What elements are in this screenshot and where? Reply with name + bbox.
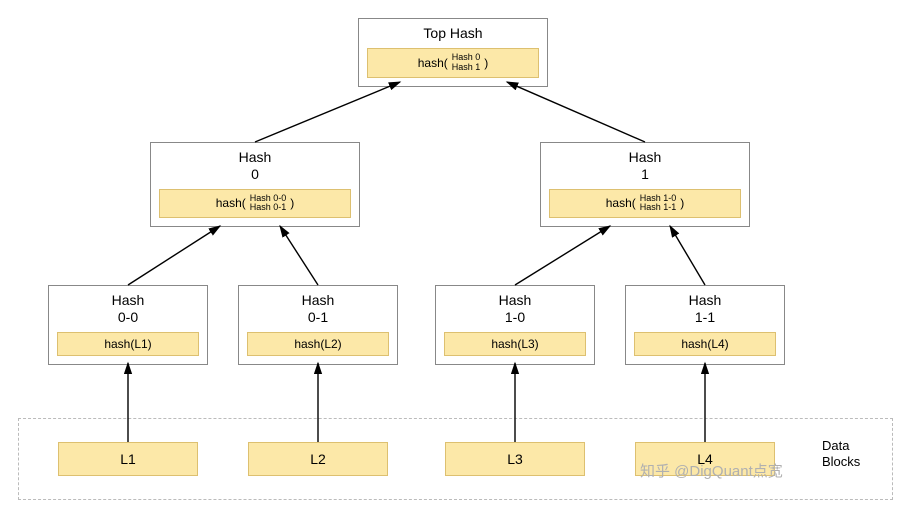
data-blocks-label: Data Blocks [822, 438, 860, 469]
node-top-hash: Top Hash hash( Hash 0 Hash 1 ) [358, 18, 548, 87]
hash-expr: hash( Hash 0 Hash 1 ) [367, 48, 539, 78]
hash-expr: hash(L2) [247, 332, 389, 356]
node-title: Hash 1-0 [444, 292, 586, 326]
node-title: Hash 0 [159, 149, 351, 183]
hash-fn: hash( [418, 56, 448, 70]
leaf-l1: L1 [58, 442, 198, 476]
edge-arrow [280, 226, 318, 285]
node-hash-1: Hash 1 hash( Hash 1-0 Hash 1-1 ) [540, 142, 750, 227]
leaf-l2: L2 [248, 442, 388, 476]
node-hash-0-1: Hash 0-1 hash(L2) [238, 285, 398, 365]
hash-expr: hash(L3) [444, 332, 586, 356]
hash-expr: hash(L4) [634, 332, 776, 356]
edge-arrow [507, 82, 645, 142]
edge-arrow [515, 226, 610, 285]
node-hash-1-0: Hash 1-0 hash(L3) [435, 285, 595, 365]
node-title: Hash 1-1 [634, 292, 776, 326]
node-title: Top Hash [367, 25, 539, 42]
edge-arrow [255, 82, 400, 142]
node-hash-1-1: Hash 1-1 hash(L4) [625, 285, 785, 365]
hash-args: Hash 0 Hash 1 [452, 53, 481, 73]
node-hash-0-0: Hash 0-0 hash(L1) [48, 285, 208, 365]
edge-arrow [128, 226, 220, 285]
edge-arrow [670, 226, 705, 285]
hash-expr: hash( Hash 0-0 Hash 0-1 ) [159, 189, 351, 219]
node-title: Hash 1 [549, 149, 741, 183]
hash-close: ) [484, 56, 488, 70]
node-title: Hash 0-1 [247, 292, 389, 326]
node-title: Hash 0-0 [57, 292, 199, 326]
hash-expr: hash(L1) [57, 332, 199, 356]
node-hash-0: Hash 0 hash( Hash 0-0 Hash 0-1 ) [150, 142, 360, 227]
leaf-l3: L3 [445, 442, 585, 476]
watermark: 知乎 @DigQuant点宽 [640, 460, 783, 481]
hash-expr: hash( Hash 1-0 Hash 1-1 ) [549, 189, 741, 219]
